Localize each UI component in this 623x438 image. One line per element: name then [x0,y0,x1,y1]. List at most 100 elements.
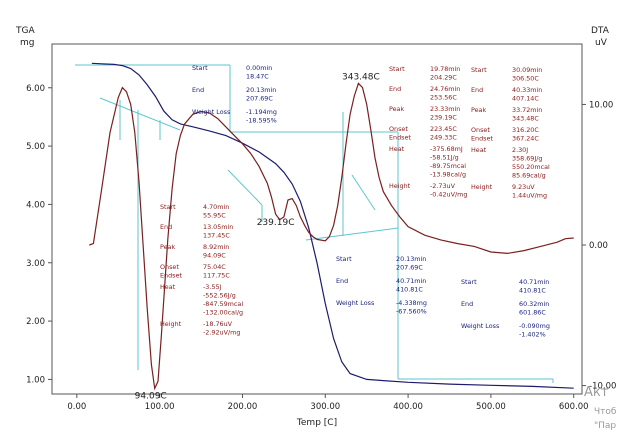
annotation-value: -1.402% [519,331,546,339]
activation-watermark-line3: "Пар [594,421,617,431]
annotation-value: -1.194mg [246,108,277,116]
dta-series-line [89,82,574,391]
annotation-label: End [461,300,473,308]
x-tick-label: 0.00 [67,402,86,412]
annotation-value: 19.78min [430,65,460,73]
annotation-value: 18.47C [246,73,269,81]
annotation-value: -67.560% [396,308,427,316]
annotation-label: Start [461,278,477,286]
dta-peak2-tangent [227,169,263,206]
annotation-value: 60.32min [519,300,549,308]
plot-frame [51,43,583,395]
y-left-tick-label: 1.00 [26,375,45,385]
dta-peak1-baseline [99,97,181,131]
annotation-label: Endset [160,272,182,280]
annotation-value: 40.71min [396,277,426,285]
annotation-value: 367.24C [512,135,539,143]
annotation-value: 358.69J/g [512,155,542,163]
peak-label: 94.09C [135,391,167,401]
annotation-value: -552.56J/g [203,292,236,300]
annotation-value: 306.50C [512,75,539,83]
y-left-tick-label: 3.00 [26,259,45,269]
annotation-value: 410.81C [519,287,546,295]
activation-watermark-line2: Чтоб [594,407,617,417]
construction-lines [75,64,554,383]
y-right-tick-label: 10.00 [589,100,613,110]
annotation-label: Height [160,320,182,328]
annotation-value: 207.69C [396,264,423,272]
annotation-label: Onset [389,125,408,133]
annotation-value: 4.70min [203,203,229,211]
annotation-value: 550.20mcal [512,163,550,171]
annotation-value: 55.95C [203,212,226,220]
y-left-axis-unit: mg [20,38,34,48]
x-tick-label: 400.00 [393,402,423,412]
annotation-value: -4.338mg [396,299,427,307]
annotation-value: 407.14C [512,95,539,103]
annotation-value: 40.33min [512,86,542,94]
annotation-label: Peak [160,243,175,251]
annotation-label: Weight Loss [461,322,500,330]
y-left-tick-label: 4.00 [26,200,45,210]
annotation-value: 249.33C [430,134,457,142]
annotation-value: -18.595% [246,117,277,125]
annotation-value: 94.09C [203,252,226,260]
annotation-value: 85.69cal/g [512,172,546,180]
annotation-label: Peak [389,105,404,113]
annotation-value: 20.13min [396,255,426,263]
annotation-value: 75.04C [203,263,226,271]
tga-series-line [91,62,574,389]
annotation-label: End [192,86,204,94]
annotation-value: -58.51J/g [430,154,459,162]
annotation-value: 24.76min [430,85,460,93]
peak-label: 239.19C [257,218,295,228]
annotation-value: -132.00cal/g [203,309,243,317]
annotation-label: Onset [160,263,179,271]
annotation-value: -18.76uV [203,320,233,328]
x-tick-label: 200.00 [228,402,258,412]
annotation-value: 9.23uV [512,183,535,191]
annotation-value: -847.59mcal [203,300,243,308]
annotation-value: -2.92uV/mg [203,329,240,337]
annotation-label: Weight Loss [336,299,375,307]
annotation-label: Start [160,203,176,211]
annotation-value: 33.72min [512,106,542,114]
peak-labels: 94.09C 239.19C 343.48C [135,72,380,401]
x-tick-label: 300.00 [310,402,340,412]
annotation-value: 410.81C [396,286,423,294]
annotation-label: Height [471,183,493,191]
annotation-value: 8.92min [203,243,229,251]
annotation-value: 20.13min [246,86,276,94]
annotation-label: Start [336,255,352,263]
x-tick-label: 100.00 [145,402,175,412]
annotation-label: Endset [471,135,493,143]
annotation-label: Heat [471,146,487,154]
x-tick-label: 500.00 [476,402,506,412]
annotation-value: 40.71min [519,278,549,286]
annotation-label: Onset [471,126,490,134]
annotation-label: End [471,86,483,94]
series-layer [89,62,574,391]
annotation-value: -375.68mJ [430,145,463,153]
annotation-label: Heat [160,283,176,291]
annotation-label: Start [389,65,405,73]
annotation-label: Endset [389,134,411,142]
dta-peak3-baseline [305,227,399,241]
annotation-label: Start [471,66,487,74]
y-left-tick-label: 2.00 [26,317,45,327]
annotation-value: -13.98cal/g [430,171,466,179]
annotation-value: -0.42uV/mg [430,191,467,199]
annotation-value: 601.86C [519,309,546,317]
annotation-value: 1.44uV/mg [512,192,547,200]
annotation-value: 239.19C [430,114,457,122]
annotation-value: 30.09min [512,66,542,74]
annotation-label: Height [389,182,411,190]
activation-watermark-line1: Акт [584,385,609,400]
